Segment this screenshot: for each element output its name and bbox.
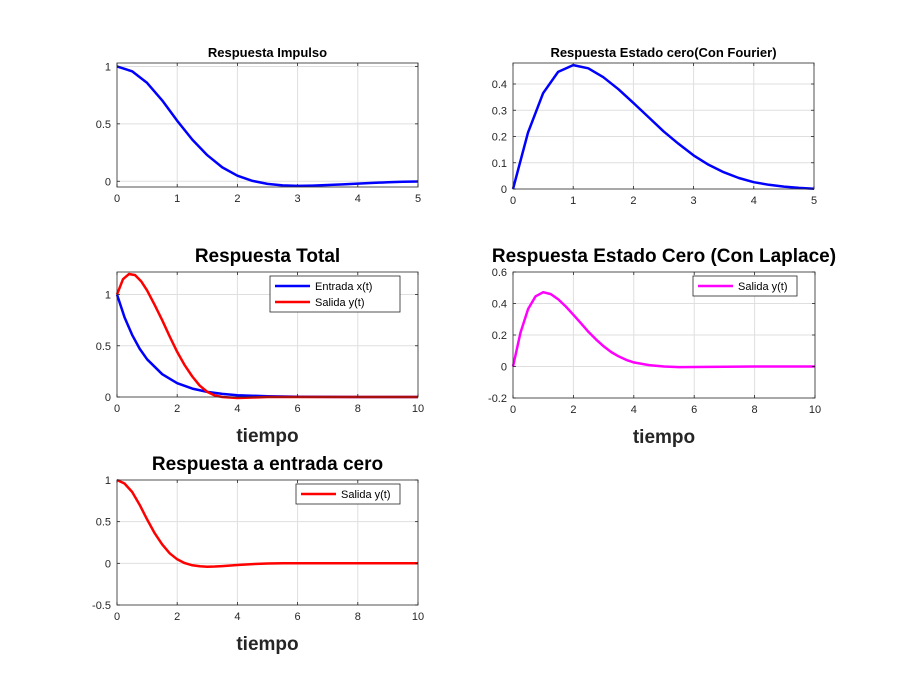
x-tick-label: 5 [415,193,421,205]
x-tick-label: 2 [234,193,240,205]
axes-box [116,62,419,188]
y-tick-label: 1 [105,475,111,487]
legend: Salida y(t) [692,275,798,297]
series-line-1 [511,63,815,190]
y-tick-label: 0.3 [492,105,507,117]
x-axis-label: tiempo [236,634,298,655]
x-tick-label: 8 [355,611,361,623]
chart-title: Respuesta Total [195,246,340,267]
y-tick-label: 0.2 [492,132,507,144]
axes-box [116,271,419,398]
legend: Entrada x(t) Salida y(t) [269,275,401,313]
y-tick-label: 0 [105,558,111,570]
y-tick-label: 0.5 [96,119,111,131]
x-tick-label: 0 [510,195,516,207]
y-tick-label: 0 [501,362,507,374]
x-tick-label: 2 [174,403,180,415]
x-tick-label: 2 [174,611,180,623]
y-tick-label: 0.6 [492,267,507,279]
y-tick-label: 0.5 [96,517,111,529]
x-tick-label: 10 [412,403,424,415]
legend-label: Salida y(t) [315,297,365,309]
axes-box [116,479,419,606]
subplot-3: 0 2 4 6 8 10 0 0.5 1 Respuesta Total tiempo Entrada… [96,246,424,447]
x-tick-label: 0 [114,611,120,623]
y-tick-label: 0.4 [492,79,507,91]
legend-label: Entrada x(t) [315,281,372,293]
series-line-1 [116,478,418,568]
y-tick-label: 0.2 [492,330,507,342]
x-tick-label: 4 [234,403,240,415]
x-tick-label: 0 [510,404,516,416]
axes-box [512,62,815,190]
x-tick-label: 8 [355,403,361,415]
axes-background [117,63,418,187]
y-tick-label: 1 [105,61,111,73]
legend-label: Salida y(t) [738,281,788,293]
chart-title: Respuesta Estado cero(Con Fourier) [550,45,776,60]
x-tick-label: 3 [295,193,301,205]
chart-title: Respuesta Estado Cero (Con Laplace) [492,246,836,267]
x-axis-label: tiempo [633,427,695,448]
legend-label: Salida y(t) [341,489,391,501]
x-tick-label: 10 [412,611,424,623]
axes-background [513,63,814,189]
x-tick-label: 6 [691,404,697,416]
x-tick-label: 4 [751,195,757,207]
x-tick-label: 6 [295,403,301,415]
y-tick-label: 0.5 [96,341,111,353]
x-axis-label: tiempo [236,426,298,447]
subplot-1: 0 1 2 3 4 5 0 0.5 1 Respuesta Impulso [96,45,421,205]
legend-box [295,483,401,505]
legend-box [692,275,798,297]
y-tick-label: 0 [105,176,111,188]
series-line-1 [511,290,815,369]
y-tick-label: -0.5 [92,600,111,612]
x-tick-label: 0 [114,403,120,415]
x-tick-label: 8 [752,404,758,416]
x-tick-label: 4 [631,404,637,416]
x-tick-label: 2 [570,404,576,416]
x-tick-label: 1 [570,195,576,207]
series-line-1 [116,65,419,188]
chart-title: Respuesta Impulso [208,45,327,60]
x-tick-label: 0 [114,193,120,205]
x-tick-label: 4 [355,193,361,205]
y-tick-label: 0 [105,392,111,404]
x-tick-label: 5 [811,195,817,207]
legend-box [269,275,401,313]
subplot-2: 0 1 2 3 4 5 0 0.1 0.2 0.3 0.4 Respuesta Estado cero… [492,45,817,207]
x-tick-label: 1 [174,193,180,205]
y-tick-label: 1 [105,290,111,302]
y-tick-label: 0 [501,184,507,196]
x-tick-label: 10 [809,404,821,416]
legend: Salida y(t) [295,483,401,505]
x-tick-label: 6 [295,611,301,623]
x-tick-label: 4 [234,611,240,623]
y-tick-label: -0.2 [488,393,507,405]
x-tick-label: 2 [630,195,636,207]
x-tick-label: 3 [691,195,697,207]
y-tick-label: 0.1 [492,158,507,170]
y-tick-label: 0.4 [492,299,507,311]
chart-title: Respuesta a entrada cero [152,454,383,475]
